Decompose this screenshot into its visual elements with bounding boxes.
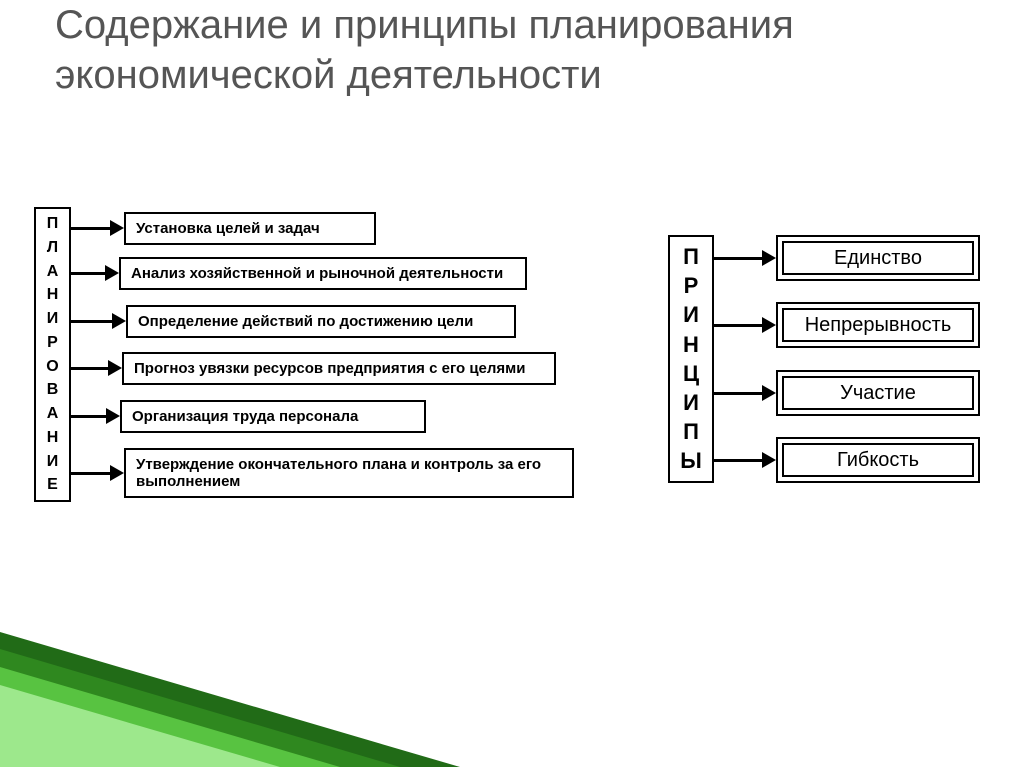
vertical-label-planning: ПЛАНИРОВАНИЕ [34,207,71,502]
vlabel-char: И [47,453,59,471]
vlabel-char: В [47,381,59,399]
vlabel-char: Р [684,272,699,300]
vlabel-char: Ы [680,447,702,475]
vlabel-char: Н [47,286,59,304]
page-title: Содержание и принципы планирования эконо… [55,0,975,100]
vlabel-char: Е [47,476,58,494]
arrow-icon [714,385,776,401]
vlabel-char: А [47,405,59,423]
arrow-icon [714,250,776,266]
principle-box: Участие [776,370,980,416]
triangle-shape [0,685,280,767]
vlabel-char: П [47,215,59,233]
vlabel-char: И [47,310,59,328]
arrow-icon [71,408,120,424]
vlabel-char: И [683,389,699,417]
arrow-icon [71,465,124,481]
arrow-icon [71,265,119,281]
vlabel-char: Н [47,429,59,447]
vlabel-char: Л [47,239,58,257]
planning-step: Утверждение окончательного плана и контр… [124,448,574,498]
planning-step: Прогноз увязки ресурсов предприятия с ег… [122,352,556,385]
vlabel-char: И [683,301,699,329]
vlabel-char: Н [683,331,699,359]
principle-box: Непрерывность [776,302,980,348]
vlabel-char: О [46,358,58,376]
vlabel-char: Р [47,334,58,352]
arrow-icon [71,313,126,329]
arrow-icon [714,317,776,333]
planning-step: Установка целей и задач [124,212,376,245]
vlabel-char: Ц [683,360,699,388]
planning-step: Организация труда персонала [120,400,426,433]
vlabel-char: П [683,418,699,446]
arrow-icon [71,220,124,236]
arrow-icon [71,360,122,376]
planning-step: Анализ хозяйственной и рыночной деятельн… [119,257,527,290]
principle-box: Гибкость [776,437,980,483]
arrow-icon [714,452,776,468]
vlabel-char: П [683,243,699,271]
vertical-label-principles: ПРИНЦИПЫ [668,235,714,483]
vlabel-char: А [47,263,59,281]
principle-box: Единство [776,235,980,281]
planning-step: Определение действий по достижению цели [126,305,516,338]
